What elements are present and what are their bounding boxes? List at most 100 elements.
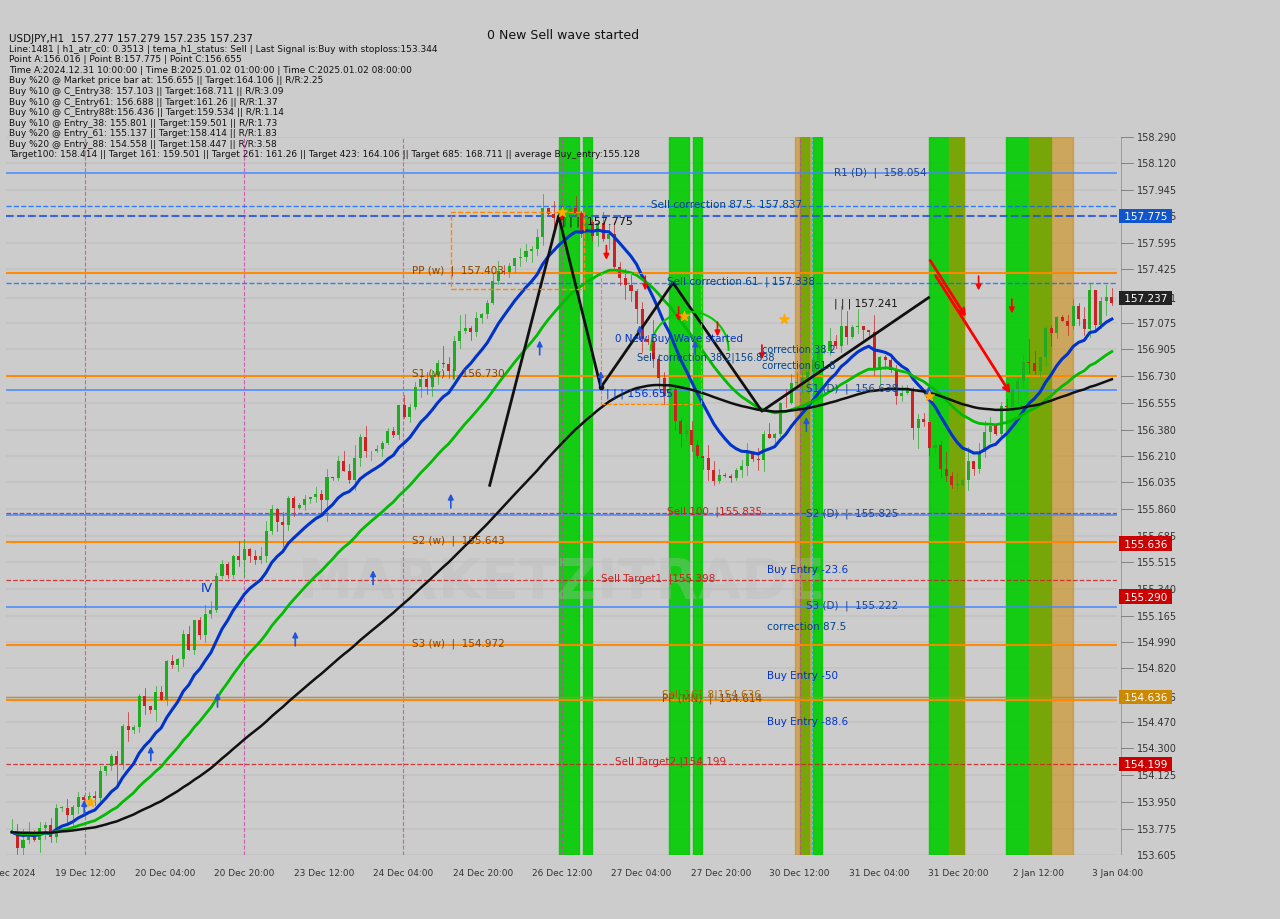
Bar <box>701 457 704 459</box>
Bar <box>265 531 268 556</box>
Bar <box>580 213 582 235</box>
Bar <box>15 833 19 848</box>
Bar <box>403 406 406 417</box>
Bar <box>1000 406 1002 435</box>
Bar <box>945 470 947 476</box>
Text: 24 Dec 04:00: 24 Dec 04:00 <box>372 868 433 878</box>
Bar <box>1110 297 1114 303</box>
Bar <box>475 319 477 333</box>
Text: | | | 157.241: | | | 157.241 <box>835 299 897 309</box>
Bar <box>623 278 627 286</box>
Bar <box>535 237 539 250</box>
Bar <box>22 840 24 848</box>
Bar <box>541 210 544 237</box>
Bar <box>430 375 434 388</box>
Text: 158.120: 158.120 <box>1137 159 1176 169</box>
Bar <box>806 373 809 379</box>
Bar <box>933 446 937 448</box>
Bar <box>470 328 472 333</box>
Bar <box>591 222 594 237</box>
Bar <box>413 388 417 408</box>
Text: 157.425: 157.425 <box>1137 266 1176 275</box>
Bar <box>380 444 384 449</box>
Bar <box>895 370 897 397</box>
Bar <box>668 138 689 855</box>
Bar <box>392 432 394 436</box>
Bar <box>1055 317 1059 334</box>
Bar <box>911 389 914 429</box>
Bar <box>751 454 754 460</box>
Bar <box>1038 358 1042 372</box>
Bar <box>718 476 721 482</box>
Text: 19 Dec 12:00: 19 Dec 12:00 <box>55 868 115 878</box>
Bar <box>713 471 716 482</box>
Bar <box>127 726 129 731</box>
Bar <box>1033 364 1036 372</box>
Bar <box>861 327 865 331</box>
Text: USDJPY,H1  157.277 157.279 157.235 157.237: USDJPY,H1 157.277 157.279 157.235 157.23… <box>9 34 253 44</box>
Bar <box>436 364 439 375</box>
Text: 156.035: 156.035 <box>1137 478 1176 488</box>
Bar <box>365 437 367 452</box>
Text: | | | 156.655: | | | 156.655 <box>607 388 673 399</box>
Text: 2 Jan 12:00: 2 Jan 12:00 <box>1012 868 1064 878</box>
Bar <box>663 379 666 396</box>
Bar <box>215 576 218 610</box>
Bar <box>563 213 566 216</box>
Bar <box>110 756 113 766</box>
Bar <box>600 274 701 404</box>
Bar <box>38 829 41 840</box>
Bar <box>182 634 184 660</box>
Point <box>79 795 100 810</box>
Bar <box>275 509 279 523</box>
Bar <box>558 138 579 855</box>
Text: 20 Dec 20:00: 20 Dec 20:00 <box>214 868 274 878</box>
Bar <box>44 824 46 829</box>
Bar <box>1011 390 1014 407</box>
Bar <box>608 234 611 240</box>
Text: 154.470: 154.470 <box>1137 718 1176 727</box>
Bar <box>928 138 964 855</box>
Point <box>774 312 795 327</box>
Bar <box>768 435 771 438</box>
Bar <box>735 471 737 479</box>
Bar <box>1094 290 1097 326</box>
Bar <box>115 756 119 764</box>
Bar <box>298 505 301 509</box>
Bar <box>916 420 920 429</box>
Bar <box>348 471 351 481</box>
Text: Buy %20 @ Entry_61: 155.137 || Target:158.414 || R/R:1.83: Buy %20 @ Entry_61: 155.137 || Target:15… <box>9 130 276 138</box>
Text: IV: IV <box>201 581 212 595</box>
Bar <box>342 461 346 471</box>
Text: 0 New Sell wave started: 0 New Sell wave started <box>488 29 639 42</box>
Text: Buy %10 @ Entry_38: 155.801 || Target:159.501 || R/R:1.73: Buy %10 @ Entry_38: 155.801 || Target:15… <box>9 119 278 128</box>
Text: 156.380: 156.380 <box>1137 425 1176 435</box>
Bar <box>762 435 765 461</box>
Text: 155.685: 155.685 <box>1137 531 1176 541</box>
Text: 158.290: 158.290 <box>1137 133 1176 142</box>
Bar <box>55 808 58 837</box>
Bar <box>923 420 925 423</box>
Bar <box>978 452 980 470</box>
Bar <box>582 138 591 855</box>
Text: 153.950: 153.950 <box>1137 797 1176 807</box>
Bar <box>397 406 401 436</box>
Bar <box>890 361 892 370</box>
Text: 153.605: 153.605 <box>1137 850 1176 859</box>
Bar <box>177 660 179 665</box>
Bar <box>835 341 837 347</box>
Text: Buy %10 @ C_Entry61: 156.688 || Target:161.26 || R/R:1.37: Buy %10 @ C_Entry61: 156.688 || Target:1… <box>9 97 278 107</box>
Text: 156.210: 156.210 <box>1137 451 1176 461</box>
Bar <box>1066 322 1069 327</box>
Bar <box>337 461 339 478</box>
Text: | | |  157.775: | | | 157.775 <box>562 217 632 227</box>
Point <box>918 389 938 403</box>
Bar <box>552 215 556 219</box>
Bar <box>160 692 163 700</box>
Text: correction 87.5: correction 87.5 <box>768 621 846 631</box>
Bar <box>187 634 191 650</box>
Text: Sell correction 61  | 157.338: Sell correction 61 | 157.338 <box>667 276 815 287</box>
Point <box>552 206 572 221</box>
Text: Buy Entry -88.6: Buy Entry -88.6 <box>768 716 849 726</box>
Bar <box>105 766 108 771</box>
